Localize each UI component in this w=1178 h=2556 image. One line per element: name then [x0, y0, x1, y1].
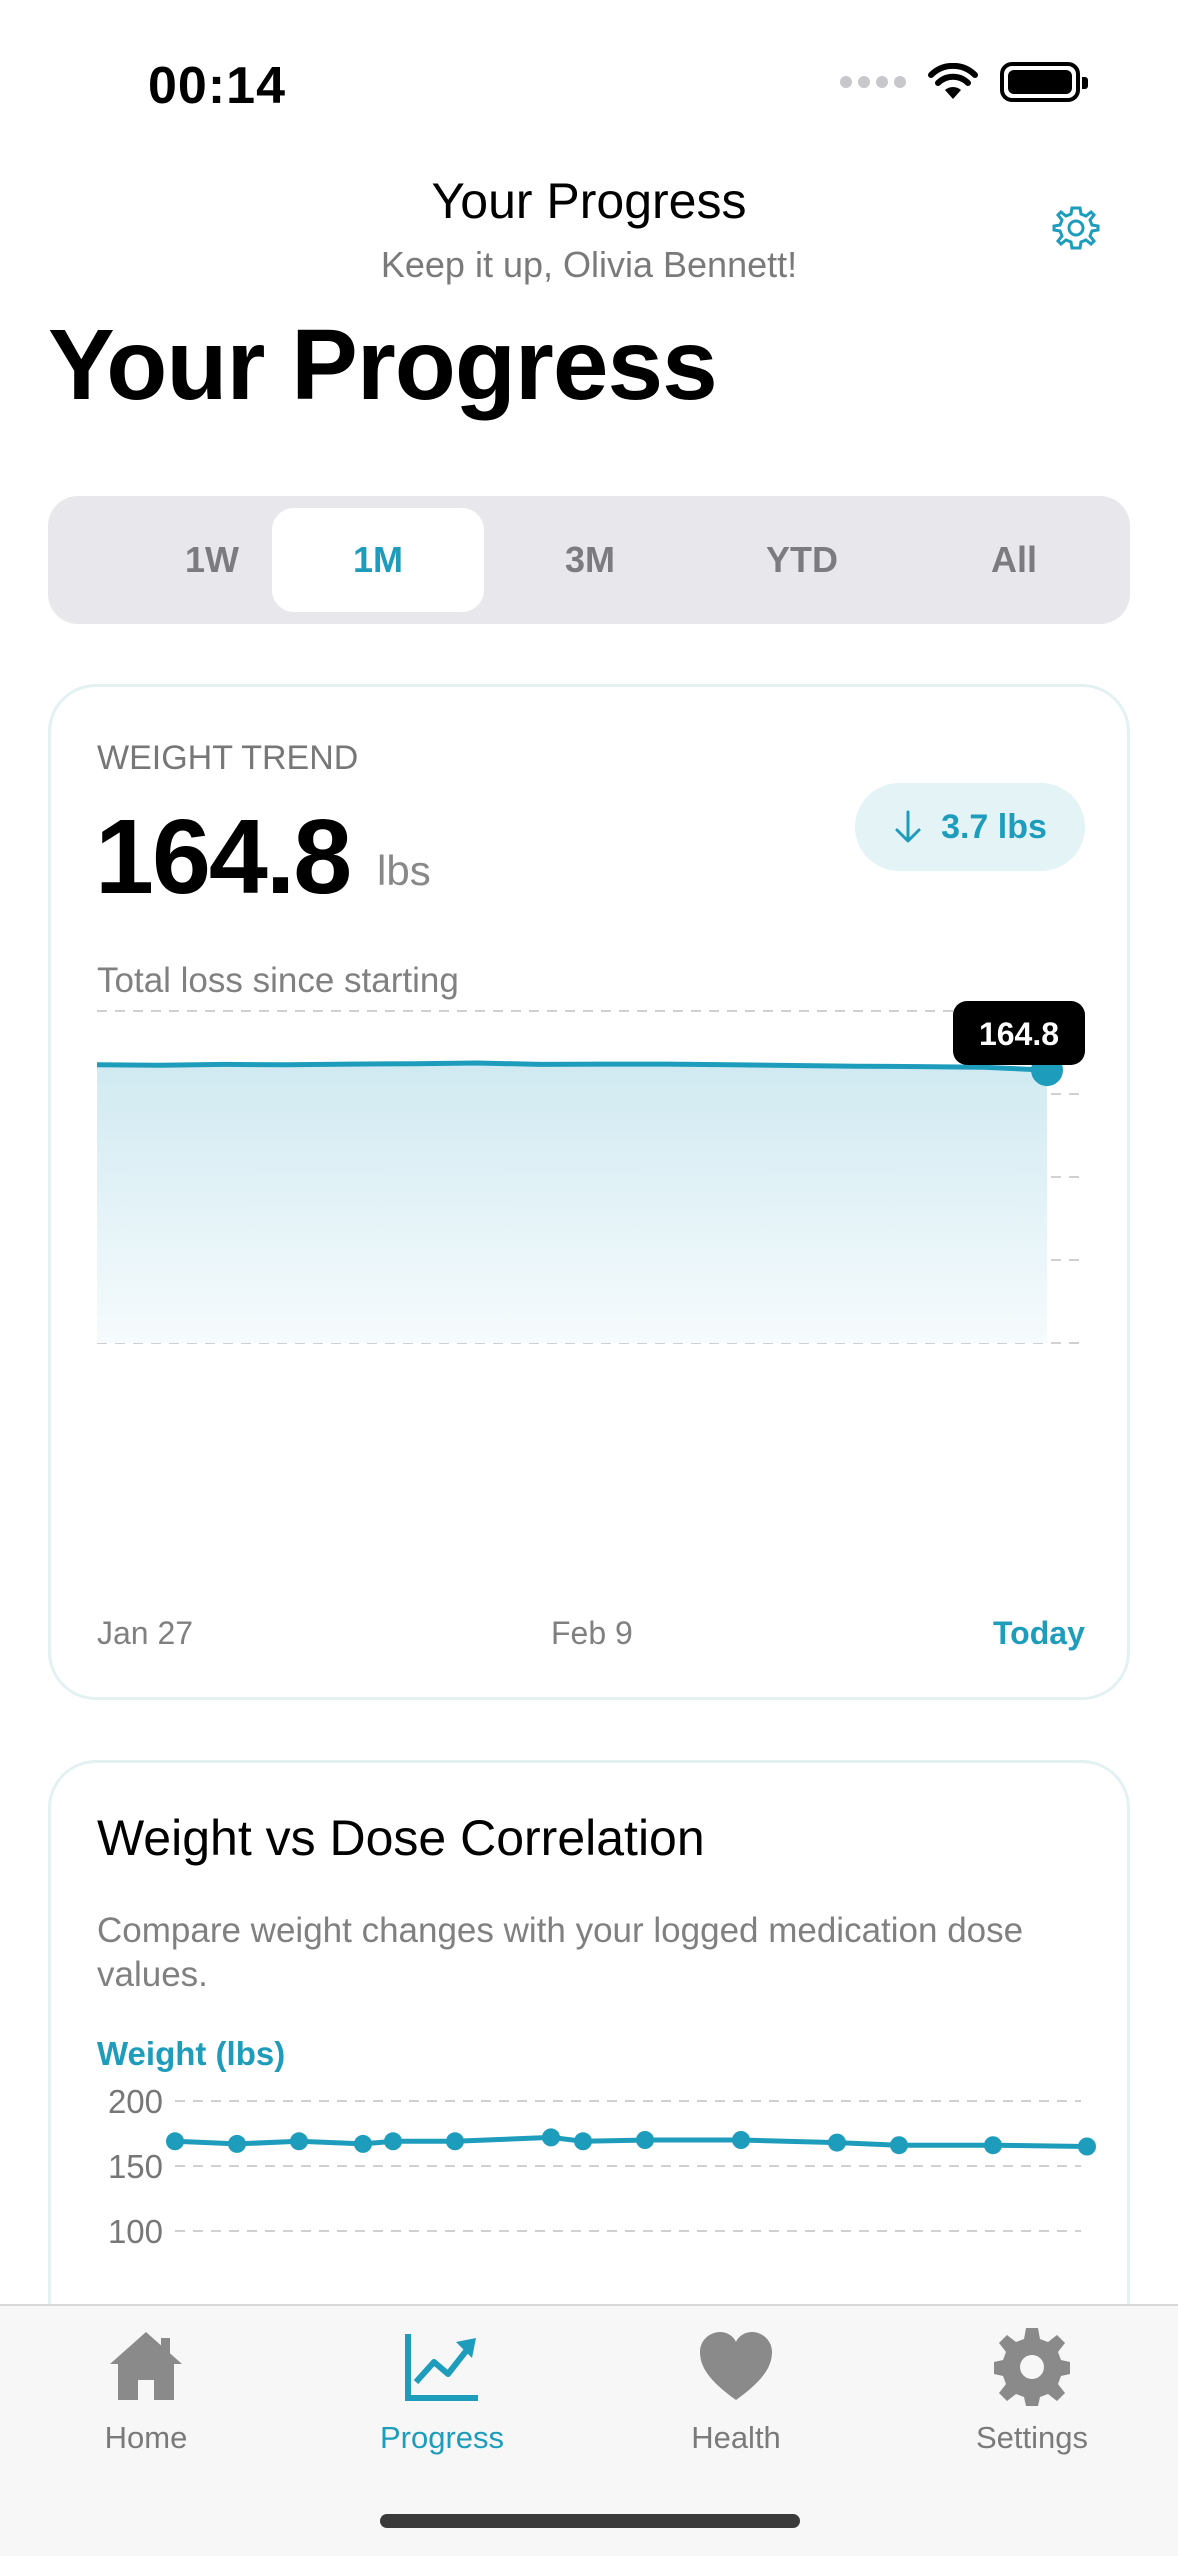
corr-data-point [1078, 2137, 1096, 2156]
corr-data-point [636, 2131, 654, 2149]
weight-tooltip: 164.8 [953, 1001, 1085, 1065]
range-tab-1w[interactable]: 1W [185, 539, 239, 580]
x-label-start: Jan 27 [97, 1615, 194, 1651]
page-title: Your Progress [48, 309, 718, 421]
weight-trend-label: WEIGHT TREND [97, 739, 359, 777]
corr-y-tick-label: 100 [108, 2213, 163, 2250]
weight-tooltip-value: 164.8 [979, 1016, 1059, 1052]
tab-home-label: Home [104, 2420, 188, 2455]
tab-home[interactable]: Home [36, 2324, 256, 2456]
weight-loss-value: 3.7 lbs [941, 807, 1047, 846]
tab-health-label: Health [691, 2420, 781, 2455]
corr-data-point [732, 2131, 750, 2149]
weight-loss-caption: Total loss since starting [97, 961, 459, 1000]
corr-data-point [228, 2134, 246, 2153]
weight-trend-card: WEIGHT TREND 164.8 lbs 3.7 lbs Total los… [48, 684, 1130, 1700]
range-tab-all[interactable]: All [990, 539, 1037, 580]
correlation-chart: 200 150 100 [108, 2083, 1096, 2250]
correlation-title: Weight vs Dose Correlation [97, 1810, 705, 1866]
correlation-axis-title: Weight (lbs) [97, 2035, 286, 2072]
corr-data-point [166, 2132, 184, 2151]
corr-data-point [446, 2132, 464, 2151]
tab-settings-label: Settings [975, 2420, 1088, 2455]
corr-y-tick-label: 200 [108, 2083, 163, 2120]
range-tab-1m[interactable]: 1M [272, 508, 484, 612]
wifi-icon [928, 63, 978, 99]
correlation-description: Compare weight changes with your logged … [97, 1911, 1024, 1994]
current-weight-value: 164.8 [95, 798, 352, 916]
heart-icon [700, 2332, 772, 2400]
tab-progress-label: Progress [379, 2420, 505, 2455]
corr-data-point [384, 2132, 402, 2151]
correlation-weight-line [174, 2134, 1088, 2149]
tab-progress[interactable]: Progress [332, 2324, 552, 2456]
home-indicator [380, 2514, 800, 2528]
corr-data-point [574, 2132, 592, 2151]
status-icons [840, 62, 1088, 102]
weight-loss-badge: 3.7 lbs [855, 783, 1085, 871]
corr-data-point [354, 2134, 372, 2153]
corr-data-point [828, 2133, 846, 2152]
x-label-mid: Feb 9 [551, 1615, 633, 1651]
range-tab-ytd[interactable]: YTD [766, 539, 838, 580]
weight-trend-area [97, 1063, 1047, 1343]
arrow-down-icon [895, 810, 921, 843]
house-icon [110, 2332, 182, 2400]
tab-settings[interactable]: Settings [922, 2324, 1142, 2456]
settings-gear-icon[interactable] [1052, 204, 1100, 252]
range-segmented-control: 1W 1M 3M YTD All [48, 496, 1130, 624]
weight-trend-chart: 164.8 [96, 1001, 1087, 1344]
weight-unit: lbs [377, 847, 431, 894]
corr-data-point [542, 2128, 560, 2147]
nav-title: Your Progress [431, 173, 747, 229]
range-tab-3m[interactable]: 3M [564, 539, 615, 580]
corr-data-point [984, 2136, 1002, 2155]
cellular-signal-icon [840, 76, 906, 88]
corr-data-point [290, 2132, 308, 2151]
x-label-today: Today [993, 1615, 1085, 1651]
gear-icon [994, 2328, 1070, 2406]
tab-health[interactable]: Health [626, 2324, 846, 2456]
battery-icon [1000, 62, 1088, 102]
chart-trend-icon [405, 2334, 478, 2401]
status-time: 00:14 [148, 57, 286, 115]
corr-data-point [890, 2136, 908, 2155]
corr-y-tick-label: 150 [108, 2148, 163, 2185]
weight-trend-line [96, 1060, 1048, 1073]
nav-subtitle: Keep it up, Olivia Bennett! [380, 244, 798, 285]
